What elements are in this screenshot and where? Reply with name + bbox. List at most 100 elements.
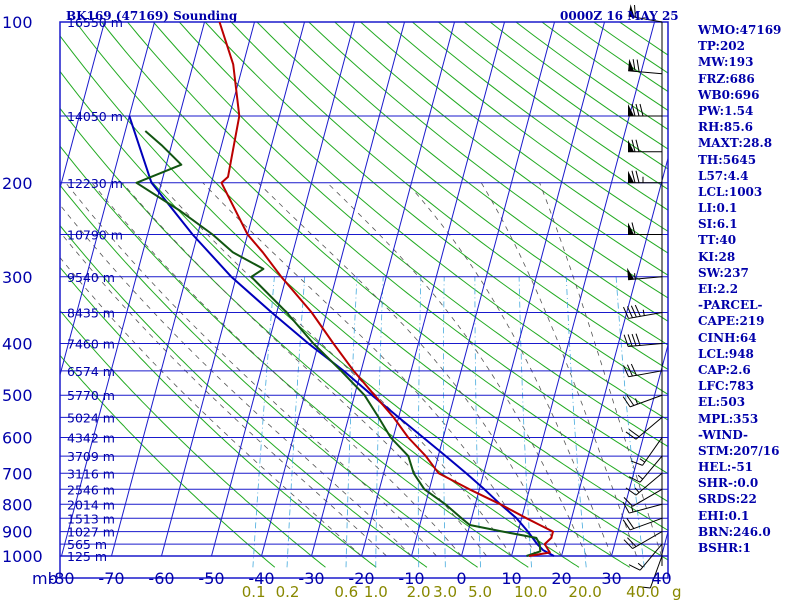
wind-barb (638, 555, 663, 589)
barb-feather (631, 222, 636, 235)
mixing-ratio-label: 10.0 (514, 583, 547, 600)
barb-feather (635, 139, 640, 152)
height-label: 4342 m (67, 431, 115, 446)
dry-adiabat (60, 145, 529, 568)
temperature-tick-label: -40 (248, 569, 274, 588)
pressure-tick-label: 700 (2, 464, 33, 483)
index-line: TT:40 (698, 233, 737, 248)
barb-feather (635, 103, 640, 117)
barb-half-feather (642, 309, 645, 316)
index-line: WB0:696 (698, 87, 760, 102)
temperature-trace (218, 22, 554, 557)
barb-feather (634, 304, 641, 317)
wind-barb (628, 58, 663, 75)
pressure-tick-label: 300 (2, 268, 33, 287)
index-line: SHR-:0.0 (698, 476, 759, 491)
mb-unit-label: mb (32, 569, 58, 588)
barb-feather (636, 59, 640, 72)
dry-adiabat (256, 22, 668, 346)
adiabat-lines (60, 22, 668, 568)
dry-adiabat (204, 22, 668, 395)
moist-adiabat (480, 182, 637, 557)
mixing-ratio-label: 20.0 (568, 583, 601, 600)
mixing-ratio-line (375, 276, 384, 568)
mixing-ratio-label: 1.0 (364, 583, 388, 600)
wind-barb (628, 103, 662, 117)
barb-feather (630, 363, 637, 376)
mixing-ratio-label: 0.6 (334, 583, 358, 600)
barb-feather (631, 103, 636, 117)
index-line: L57:4.4 (698, 168, 749, 183)
barb-pennant (628, 104, 634, 117)
barb-pennant (628, 170, 634, 183)
index-line: LCL:948 (698, 346, 754, 361)
pressure-tick-label: 900 (2, 523, 33, 542)
index-line: CAP:2.6 (698, 362, 751, 377)
index-line: TP:202 (698, 39, 746, 54)
barb-feather (632, 59, 636, 72)
dry-adiabat (178, 22, 668, 421)
mixing-ratio-line (474, 276, 481, 568)
pressure-grid (59, 21, 669, 579)
wind-barb (628, 4, 663, 23)
isotherm-line (311, 22, 455, 557)
barb-feather (639, 103, 644, 117)
isotherm-line (261, 22, 405, 557)
index-line: EL:503 (698, 395, 746, 410)
barb-feather (627, 537, 637, 547)
barb-pennant (627, 267, 635, 280)
barb-staff (629, 503, 663, 514)
index-line: LCL:1003 (698, 184, 763, 199)
wind-barb (628, 543, 663, 571)
barb-staff (628, 312, 663, 319)
height-label: 12230 m (67, 176, 123, 191)
barb-feather (623, 365, 629, 377)
barb-feather (630, 305, 637, 318)
indices-panel: WMO:47169 TP:202 MW:193 FRZ:686 WB0:696 PW:1.… (698, 22, 781, 556)
moist-adiabat (121, 182, 487, 557)
wind-barb (628, 455, 663, 483)
index-line: WMO:47169 (698, 23, 782, 37)
dry-adiabat (60, 309, 326, 568)
temperature-tick-label: -30 (298, 569, 324, 588)
barb-feather (622, 501, 630, 514)
barb-staff (628, 343, 663, 347)
moist-adiabat (326, 182, 587, 557)
barb-feather (623, 306, 629, 319)
index-line: CAPE:219 (698, 314, 765, 329)
mixing-ratio-line (443, 276, 446, 568)
index-line: KI:28 (698, 249, 736, 264)
pressure-tick-label: 100 (2, 13, 33, 32)
barb-half-feather (635, 398, 639, 405)
wind-barb (628, 139, 662, 153)
barb-feather (635, 170, 640, 183)
index-line: LFC:783 (698, 379, 754, 394)
barb-feather (628, 476, 641, 483)
mixing-ratio-label: 0.2 (276, 583, 300, 600)
height-label: 1513 m (67, 511, 115, 526)
barb-feather (627, 334, 633, 347)
index-line: -PARCEL- (698, 298, 763, 313)
height-label: 6574 m (67, 364, 115, 379)
index-line: MAXT:28.8 (698, 136, 773, 151)
barb-feather (638, 586, 651, 589)
index-line: HEL:-51 (698, 460, 754, 475)
plot-frame (59, 21, 669, 579)
index-line: LI:0.1 (698, 201, 738, 216)
isotherm-line (561, 156, 668, 557)
pressure-tick-label: 800 (2, 495, 33, 514)
barb-feather (630, 460, 643, 466)
height-label: 7460 m (67, 337, 115, 352)
index-line: EHI:0.1 (698, 508, 750, 523)
barb-pennant (628, 58, 635, 72)
pressure-tick-label: 200 (2, 174, 33, 193)
dry-adiabat (60, 224, 428, 568)
wind-barb (628, 170, 662, 184)
index-line: FRZ:686 (698, 71, 755, 86)
barb-feather (623, 497, 633, 507)
height-label: 2546 m (67, 482, 115, 497)
pressure-tick-label: 400 (2, 335, 33, 354)
wind-barb (625, 472, 663, 496)
